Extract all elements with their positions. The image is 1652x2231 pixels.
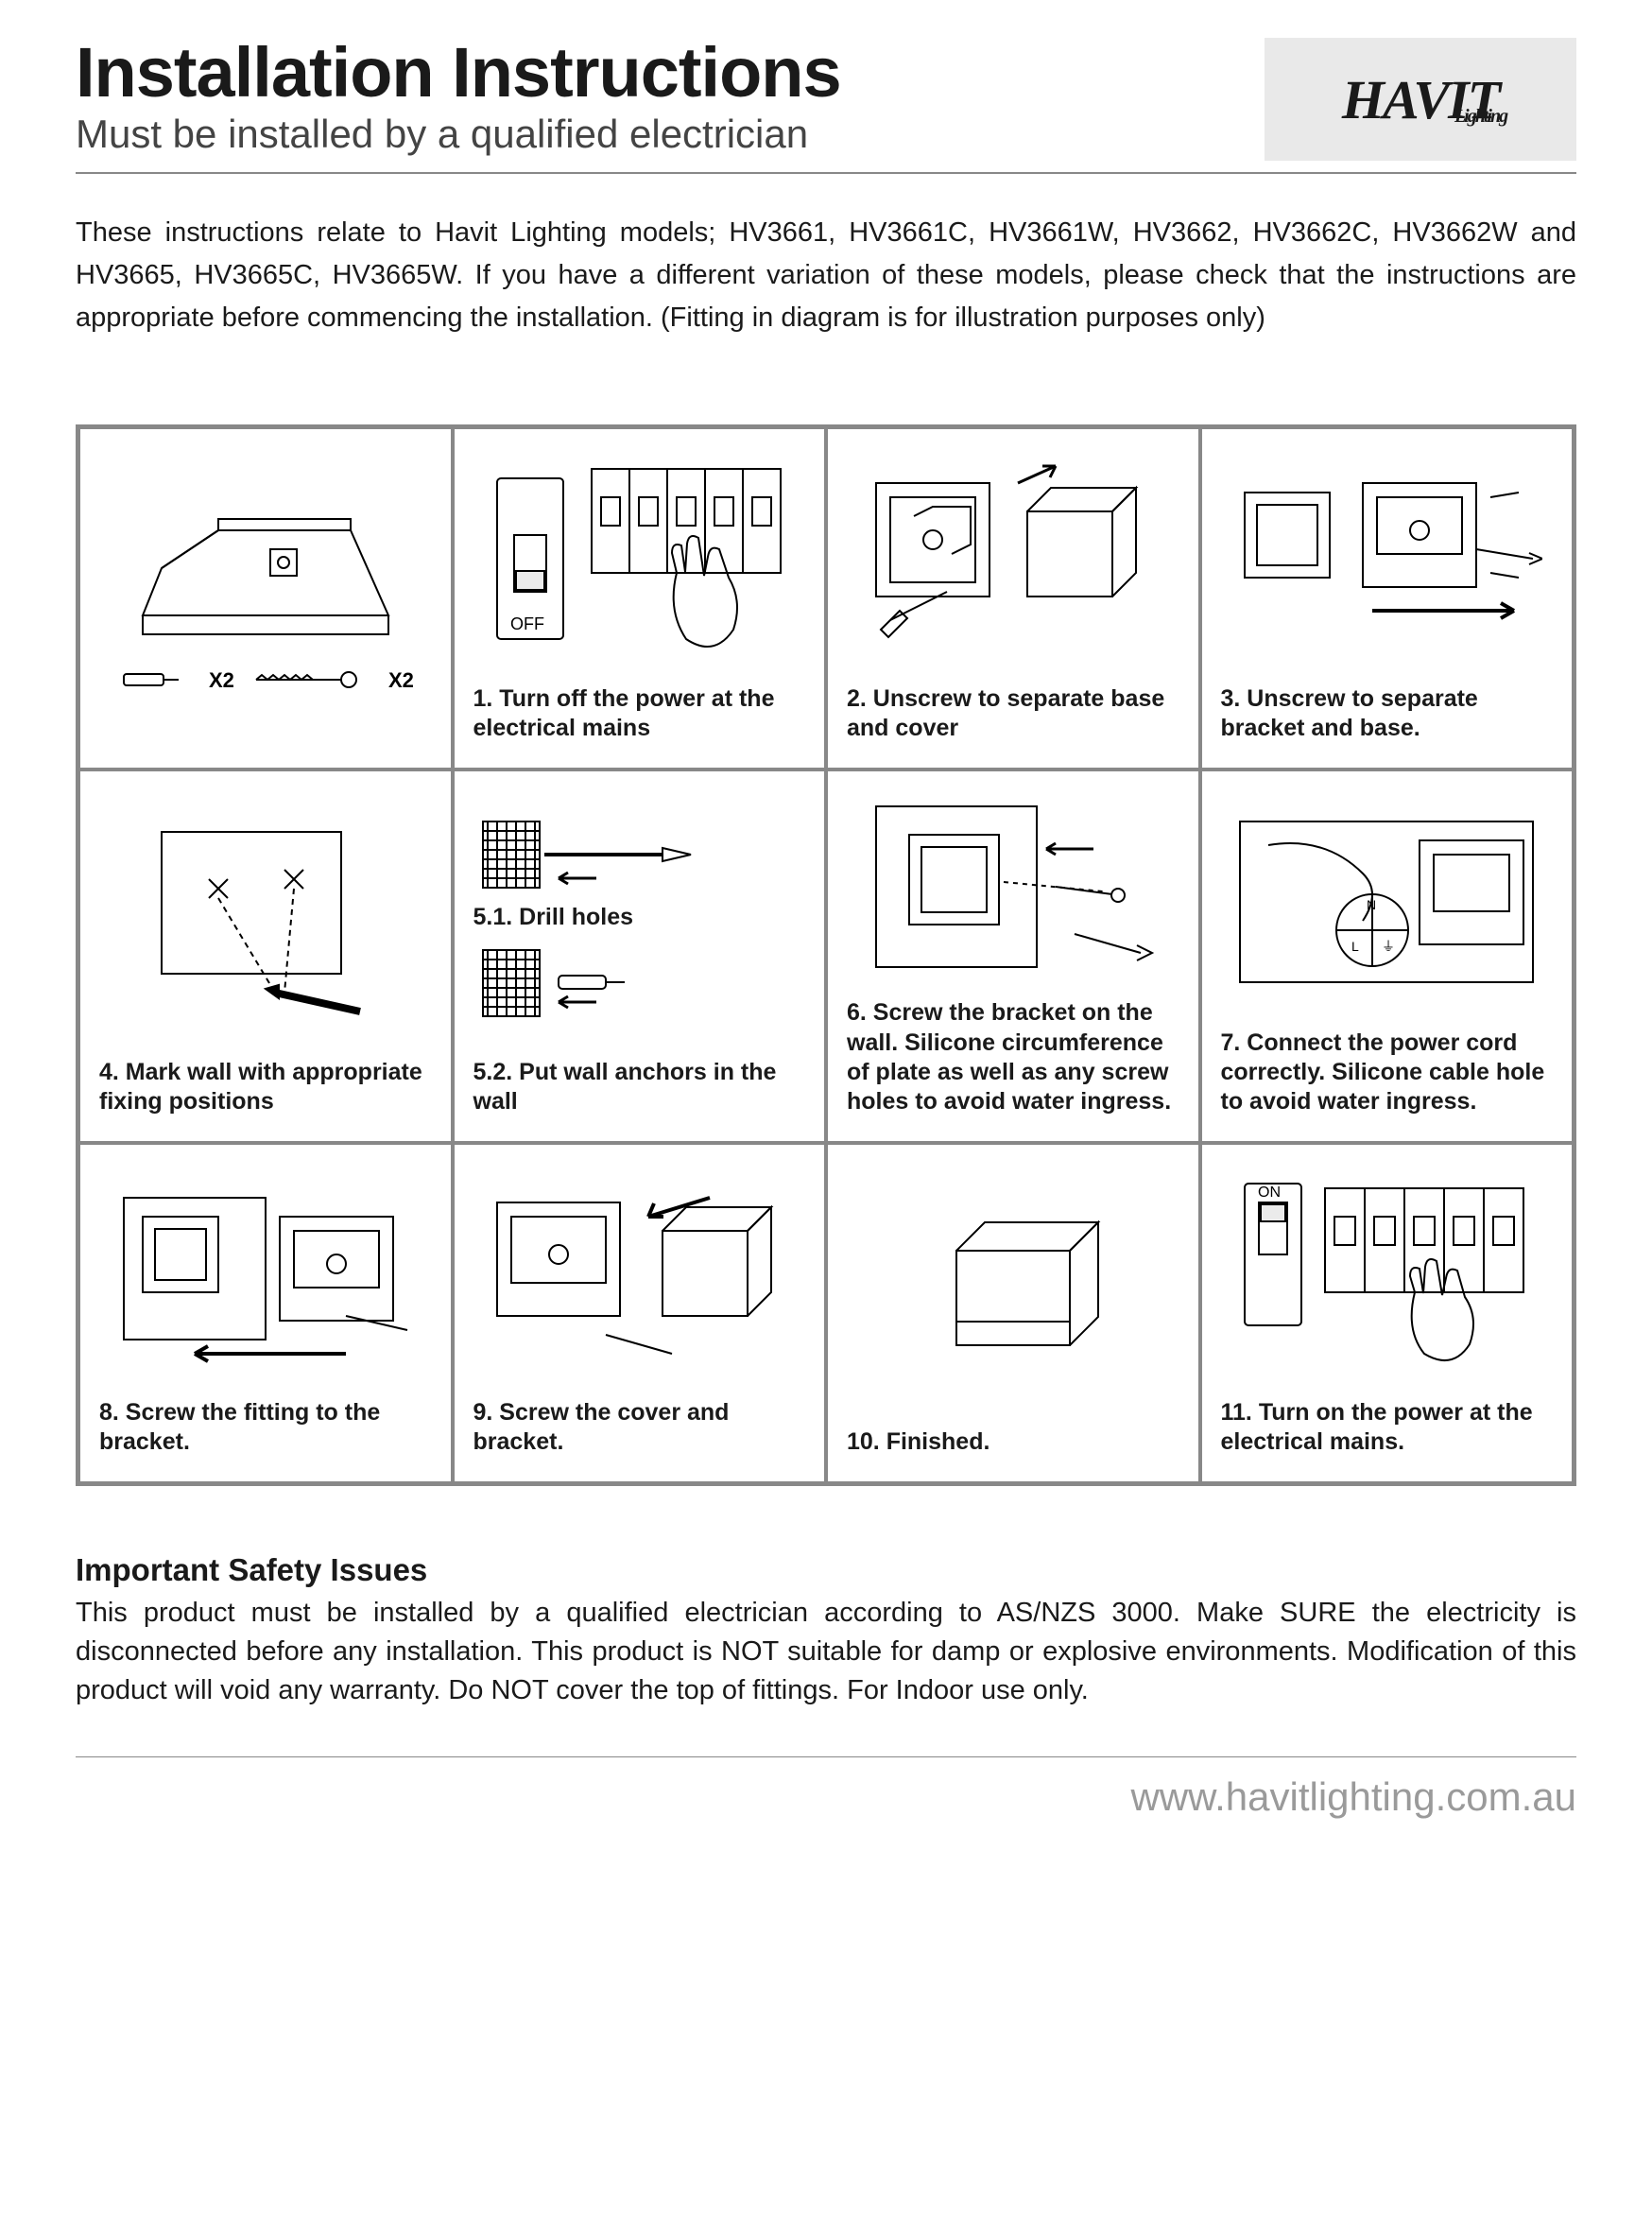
step5a-caption: 5.1. Drill holes (473, 903, 634, 932)
footer-url: www.havitlighting.com.au (1130, 1774, 1576, 1819)
qty2-label: X2 (388, 668, 414, 692)
cell-step-7: N L ⏚ 7. Connect the power cord correctl… (1200, 770, 1575, 1143)
page-subtitle: Must be installed by a qualified electri… (76, 112, 1265, 157)
step2-caption: 2. Unscrew to separate base and cover (847, 684, 1179, 744)
svg-text:⏚: ⏚ (1382, 939, 1395, 954)
step1-diagram: OFF (473, 450, 806, 667)
logo-sub: Lighting (1454, 106, 1506, 128)
step9-caption: 9. Screw the cover and bracket. (473, 1398, 806, 1458)
step8-diagram (99, 1166, 432, 1381)
parts-diagram: X2 X2 (99, 450, 432, 744)
svg-text:N: N (1367, 897, 1376, 912)
svg-text:L: L (1351, 939, 1359, 954)
cell-step-6: 6. Screw the bracket on the wall. Silico… (826, 770, 1200, 1143)
step11-caption: 11. Turn on the power at the electrical … (1221, 1398, 1554, 1458)
step3-diagram (1221, 450, 1554, 667)
header: Installation Instructions Must be instal… (76, 38, 1576, 174)
step2-diagram (847, 450, 1179, 667)
page-title: Installation Instructions (76, 38, 1265, 108)
cell-step-8: 8. Screw the fitting to the bracket. (78, 1143, 453, 1483)
qty1-label: X2 (209, 668, 234, 692)
step6-caption: 6. Screw the bracket on the wall. Silico… (847, 998, 1179, 1116)
cell-step-10: 10. Finished. (826, 1143, 1200, 1483)
step10-diagram (847, 1166, 1179, 1410)
intro-text: These instructions relate to Havit Light… (76, 212, 1576, 339)
page: Installation Instructions Must be instal… (0, 0, 1652, 1858)
step1-caption: 1. Turn off the power at the electrical … (473, 684, 806, 744)
step7-diagram: N L ⏚ (1221, 792, 1554, 1011)
step4-diagram (99, 792, 432, 1041)
brand-logo: HAVIT Lighting (1265, 38, 1576, 161)
cell-step-1: OFF (453, 427, 827, 770)
step10-caption: 10. Finished. (847, 1427, 1179, 1457)
on-label: ON (1258, 1185, 1281, 1201)
cell-step-11: ON 11. Turn on the power (1200, 1143, 1575, 1483)
step9-diagram (473, 1166, 806, 1381)
cell-parts: X2 X2 (78, 427, 453, 770)
step6-diagram (847, 792, 1179, 981)
step3-caption: 3. Unscrew to separate bracket and base. (1221, 684, 1554, 744)
cell-step-4: 4. Mark wall with appropriate fixing pos… (78, 770, 453, 1143)
header-left: Installation Instructions Must be instal… (76, 38, 1265, 157)
cell-step-2: 2. Unscrew to separate base and cover (826, 427, 1200, 770)
step8-caption: 8. Screw the fitting to the bracket. (99, 1398, 432, 1458)
step11-diagram: ON (1221, 1166, 1554, 1381)
cell-step-3: 3. Unscrew to separate bracket and base. (1200, 427, 1575, 770)
footer: www.havitlighting.com.au (76, 1756, 1576, 1820)
safety-heading: Important Safety Issues (76, 1552, 1576, 1588)
safety-body: This product must be installed by a qual… (76, 1594, 1576, 1709)
step4-caption: 4. Mark wall with appropriate fixing pos… (99, 1058, 432, 1117)
off-label: OFF (510, 614, 544, 633)
step5-diagram: 5.1. Drill holes (473, 792, 806, 1041)
step5b-caption: 5.2. Put wall anchors in the wall (473, 1058, 806, 1117)
safety-section: Important Safety Issues This product mus… (76, 1552, 1576, 1709)
cell-step-9: 9. Screw the cover and bracket. (453, 1143, 827, 1483)
step7-caption: 7. Connect the power cord correctly. Sil… (1221, 1029, 1554, 1117)
instruction-grid: X2 X2 (76, 424, 1576, 1487)
cell-step-5: 5.1. Drill holes 5.2. Put wall anchors i… (453, 770, 827, 1143)
brand-logo-text: HAVIT Lighting (1342, 68, 1499, 131)
